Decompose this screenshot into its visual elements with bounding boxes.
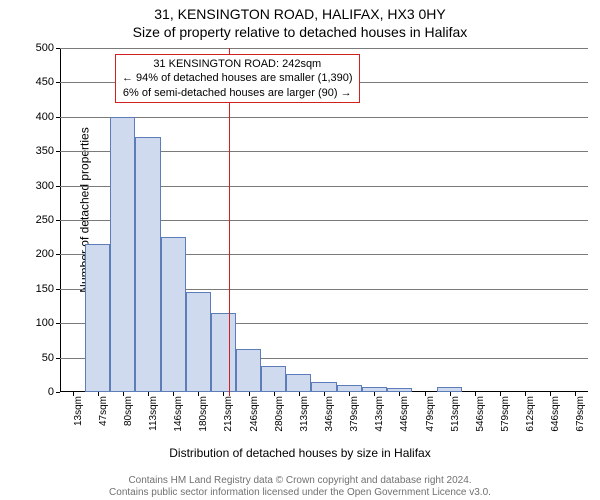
xtick: 479sqm xyxy=(412,392,437,454)
xtick: 612sqm xyxy=(513,392,538,454)
xtick: 313sqm xyxy=(286,392,311,454)
ytick-mark xyxy=(56,82,60,83)
xtick-label: 80sqm xyxy=(123,396,134,426)
ytick-label: 450 xyxy=(36,76,54,88)
annotation-box: 31 KENSINGTON ROAD: 242sqm← 94% of detac… xyxy=(115,54,360,103)
xtick: 80sqm xyxy=(110,392,135,454)
histogram-bar xyxy=(286,374,311,392)
plot-area: 05010015020025030035040045050013sqm47sqm… xyxy=(60,48,588,392)
histogram-bar xyxy=(236,349,261,392)
chart-title-line1: 31, KENSINGTON ROAD, HALIFAX, HX3 0HY xyxy=(0,6,600,22)
xtick-label: 280sqm xyxy=(274,396,285,432)
xtick-label: 612sqm xyxy=(525,396,536,432)
xtick: 579sqm xyxy=(487,392,512,454)
xtick: 13sqm xyxy=(60,392,85,454)
x-axis-label: Distribution of detached houses by size … xyxy=(0,446,600,460)
ytick-label: 150 xyxy=(36,283,54,295)
xtick: 113sqm xyxy=(135,392,160,454)
annotation-line1: 31 KENSINGTON ROAD: 242sqm xyxy=(122,57,353,71)
footer-line1: Contains HM Land Registry data © Crown c… xyxy=(0,475,600,486)
xtick: 546sqm xyxy=(462,392,487,454)
chart-container: { "titles": { "line1": "31, KENSINGTON R… xyxy=(0,0,600,500)
xtick: 47sqm xyxy=(85,392,110,454)
annotation-line2: ← 94% of detached houses are smaller (1,… xyxy=(122,71,353,85)
gridline xyxy=(60,48,588,49)
histogram-bar xyxy=(211,313,236,392)
xtick-label: 13sqm xyxy=(73,396,84,426)
xtick: 180sqm xyxy=(186,392,211,454)
ytick-label: 50 xyxy=(42,352,54,364)
xtick-label: 679sqm xyxy=(575,396,586,432)
ytick-label: 100 xyxy=(36,317,54,329)
xtick-label: 313sqm xyxy=(299,396,310,432)
ytick-mark xyxy=(56,117,60,118)
xtick-label: 413sqm xyxy=(374,396,385,432)
xtick-label: 47sqm xyxy=(98,396,109,426)
histogram-bar xyxy=(161,237,186,392)
ytick-label: 250 xyxy=(36,214,54,226)
ytick-mark xyxy=(56,220,60,221)
histogram-bar xyxy=(135,137,160,392)
annotation-line3: 6% of semi-detached houses are larger (9… xyxy=(122,86,353,100)
xtick-label: 646sqm xyxy=(550,396,561,432)
ytick-label: 500 xyxy=(36,42,54,54)
ytick-label: 0 xyxy=(48,386,54,398)
footer-line2: Contains public sector information licen… xyxy=(0,487,600,498)
xtick-label: 379sqm xyxy=(349,396,360,432)
ytick-mark xyxy=(56,186,60,187)
xtick-label: 213sqm xyxy=(223,396,234,432)
xtick: 379sqm xyxy=(337,392,362,454)
histogram-bar xyxy=(261,366,286,392)
ytick-mark xyxy=(56,151,60,152)
ytick-label: 200 xyxy=(36,248,54,260)
ytick-mark xyxy=(56,48,60,49)
histogram-bar xyxy=(311,382,336,392)
xtick: 246sqm xyxy=(236,392,261,454)
xtick-label: 479sqm xyxy=(425,396,436,432)
ytick-label: 400 xyxy=(36,111,54,123)
ytick-mark xyxy=(56,358,60,359)
xtick: 679sqm xyxy=(563,392,588,454)
xtick: 346sqm xyxy=(311,392,336,454)
histogram-bar xyxy=(186,292,211,392)
histogram-bar xyxy=(85,244,110,392)
xtick: 280sqm xyxy=(261,392,286,454)
xtick-label: 246sqm xyxy=(249,396,260,432)
gridline xyxy=(60,117,588,118)
histogram-bar xyxy=(337,385,362,392)
ytick-mark xyxy=(56,323,60,324)
xtick-label: 446sqm xyxy=(399,396,410,432)
xtick-label: 513sqm xyxy=(450,396,461,432)
xtick-label: 579sqm xyxy=(500,396,511,432)
xtick-label: 180sqm xyxy=(198,396,209,432)
xtick-label: 346sqm xyxy=(324,396,335,432)
xtick: 646sqm xyxy=(538,392,563,454)
ytick-mark xyxy=(56,254,60,255)
xtick: 213sqm xyxy=(211,392,236,454)
xtick-label: 146sqm xyxy=(173,396,184,432)
xtick-label: 546sqm xyxy=(475,396,486,432)
ytick-label: 300 xyxy=(36,180,54,192)
xtick: 413sqm xyxy=(362,392,387,454)
chart-title-line2: Size of property relative to detached ho… xyxy=(0,24,600,40)
xtick: 146sqm xyxy=(161,392,186,454)
xtick-label: 113sqm xyxy=(148,396,159,431)
xtick: 513sqm xyxy=(437,392,462,454)
histogram-bar xyxy=(110,117,135,392)
xtick: 446sqm xyxy=(387,392,412,454)
ytick-mark xyxy=(56,289,60,290)
ytick-label: 350 xyxy=(36,145,54,157)
